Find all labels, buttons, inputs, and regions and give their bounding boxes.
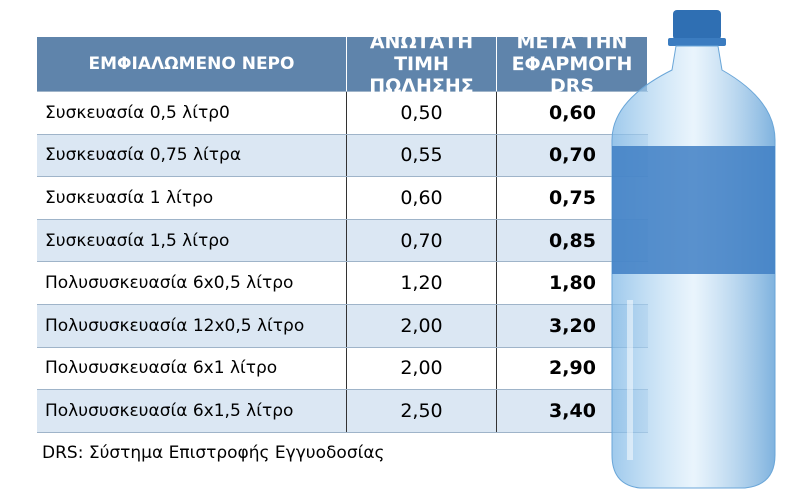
table-row: Πολυσυσκευασία 6x1 λίτρο 2,00 2,90 [37,347,648,391]
price-cell: 2,00 [347,304,497,347]
header-cell: ΜΕΤΑ ΤΗΝ ΕΦΑΡΜΟΓΗ DRS [497,31,648,97]
header-row: ΕΜΦΙΑΛΩΜΕΝΟ ΝΕΡΟ ΑΝΩΤΑΤΗ ΤΙΜΗ ΠΩΛΗΣΗΣ ΜΕ… [37,31,648,97]
table-row: Πολυσυσκευασία 12x0,5 λίτρο 2,00 3,20 [37,304,648,348]
table-row: Συσκευασία 1 λίτρο 0,60 0,75 [37,177,648,220]
footnote: DRS: Σύστημα Επιστροφής Εγγυοδοσίας [42,443,385,463]
price-cell: 0,85 [549,229,596,252]
price-cell: 1,20 [347,262,497,304]
price-cell: 0,50 [347,92,497,134]
price-cell: 0,75 [549,186,596,209]
product-cell: Πολυσυσκευασία 6x0,5 λίτρο [37,262,347,304]
price-cell: 2,50 [347,390,497,432]
price-cell: 0,60 [549,101,596,124]
table-row: Πολυσυσκευασία 6x0,5 λίτρο 1,20 1,80 [37,262,648,305]
price-cell: 2,00 [347,347,497,390]
header-cell: ΕΜΦΙΑΛΩΜΕΝΟ ΝΕΡΟ [37,37,347,91]
label-band [612,146,775,274]
product-cell: Πολυσυσκευασία 6x1 λίτρο [37,347,347,390]
table-row: Συσκευασία 1,5 λίτρο 0,70 0,85 [37,219,648,263]
product-cell: Πολυσυσκευασία 12x0,5 λίτρο [37,304,347,347]
price-cell: 2,90 [549,357,596,380]
table-row: Συσκευασία 0,75 λίτρα 0,55 0,70 [37,134,648,178]
product-cell: Συσκευασία 0,5 λίτρ0 [37,92,347,134]
table-row: Συσκευασία 0,5 λίτρ0 0,50 0,60 [37,92,648,135]
price-cell: 0,70 [549,144,596,167]
price-table: ΕΜΦΙΑΛΩΜΕΝΟ ΝΕΡΟ ΑΝΩΤΑΤΗ ΤΙΜΗ ΠΩΛΗΣΗΣ ΜΕ… [37,31,648,433]
price-cell: 0,60 [347,177,497,219]
cap [673,10,721,40]
price-cell: 3,40 [549,399,596,422]
product-cell: Συσκευασία 1,5 λίτρο [37,219,347,262]
product-cell: Συσκευασία 1 λίτρο [37,177,347,219]
cap-ring [668,38,726,46]
table-row: Πολυσυσκευασία 6x1,5 λίτρο 2,50 3,40 [37,390,648,433]
price-cell: 3,20 [549,314,596,337]
product-cell: Συσκευασία 0,75 λίτρα [37,134,347,177]
price-cell: 1,80 [549,272,596,295]
price-cell: 0,70 [347,219,497,262]
price-cell: 0,55 [347,134,497,177]
product-cell: Πολυσυσκευασία 6x1,5 λίτρο [37,390,347,432]
